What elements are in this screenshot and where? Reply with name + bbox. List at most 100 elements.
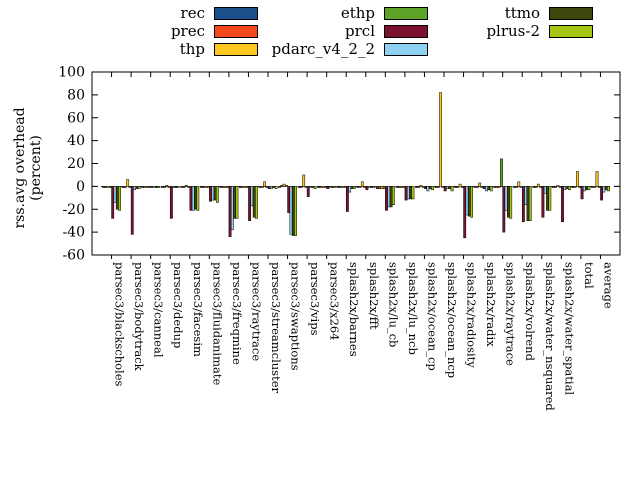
bar-pdarc_v4_2_2: [543, 186, 547, 194]
bar-thp: [321, 186, 325, 188]
bar-thp: [478, 182, 482, 187]
bar-plrus-2: [118, 186, 122, 211]
x-tick-label: average: [601, 262, 615, 309]
bar-pdarc_v4_2_2: [348, 186, 352, 193]
bar-prec: [221, 186, 225, 188]
bar-ethp: [343, 186, 347, 188]
bar-plrus-2: [157, 186, 161, 188]
bar-ttmo: [350, 186, 354, 189]
bar-thp: [576, 171, 579, 187]
bar-rec: [493, 186, 497, 188]
bar-pdarc_v4_2_2: [113, 186, 117, 203]
bar-rec: [238, 186, 242, 188]
x-tick-label: total: [582, 262, 596, 289]
bar-ethp: [558, 186, 562, 188]
bar-ttmo: [428, 186, 432, 189]
bar-prec: [397, 186, 401, 188]
bar-thp: [282, 183, 286, 187]
bar-ethp: [265, 186, 269, 188]
bar-thp: [204, 186, 208, 188]
bar-prcl: [306, 186, 310, 197]
bar-pdarc_v4_2_2: [465, 186, 469, 216]
bar-plrus-2: [528, 186, 532, 221]
bar-thp: [595, 171, 599, 187]
bar-ethp: [382, 186, 386, 189]
legend-item-pdarc_v4_2_2: pdarc_v4_2_2: [210, 40, 428, 58]
bar-ethp: [304, 186, 308, 188]
bar-thp: [263, 181, 266, 187]
bar-rec: [297, 186, 301, 188]
bar-ttmo: [272, 186, 276, 188]
bar-pdarc_v4_2_2: [602, 186, 606, 193]
bar-ttmo: [233, 186, 237, 219]
bar-pdarc_v4_2_2: [191, 186, 195, 211]
bar-ttmo: [546, 186, 549, 211]
bar-ttmo: [507, 186, 510, 218]
legend-label: prec: [170, 22, 205, 40]
bar-ttmo: [585, 186, 589, 191]
bar-prcl: [541, 186, 545, 218]
bar-ethp: [500, 158, 503, 187]
legend-swatch-prcl: [384, 24, 428, 38]
legend-item-rec: rec: [95, 4, 258, 22]
bar-ethp: [441, 186, 445, 188]
bar-pdarc_v4_2_2: [250, 186, 254, 207]
y-tick-label: 60: [67, 110, 85, 126]
bar-pdarc_v4_2_2: [426, 186, 430, 192]
bar-prec: [436, 186, 440, 188]
bar-ethp: [226, 186, 230, 188]
bar-ethp: [578, 186, 582, 188]
bar-prcl: [463, 186, 467, 239]
bar-pdarc_v4_2_2: [563, 186, 567, 191]
bar-plrus-2: [215, 186, 219, 203]
bar-pdarc_v4_2_2: [504, 186, 508, 211]
bar-pdarc_v4_2_2: [211, 186, 215, 201]
bar-rec: [141, 186, 145, 188]
x-tick-label: parsec3/blackscholes: [113, 262, 127, 387]
x-tick-label: splash2x/radix: [484, 262, 498, 347]
x-tick-label: parsec3/bodytrack: [132, 262, 146, 372]
bar-prcl: [248, 186, 251, 221]
bar-prcl: [189, 186, 193, 211]
bar-thp: [458, 183, 462, 187]
bar-prec: [378, 186, 381, 189]
bar-plrus-2: [372, 186, 376, 188]
x-tick-label: parsec3/streamcluster: [269, 262, 283, 393]
bar-pdarc_v4_2_2: [289, 186, 293, 235]
legend-item-plrus-2: plrus-2: [400, 22, 593, 40]
legend-item-thp: thp: [95, 40, 258, 58]
x-tick-label: splash2x/radiosity: [465, 262, 479, 368]
bar-ethp: [539, 186, 543, 188]
bar-plrus-2: [274, 186, 278, 189]
bar-prec: [163, 186, 166, 188]
bar-rec: [434, 186, 438, 188]
bar-plrus-2: [294, 186, 298, 236]
bar-rec: [199, 186, 203, 188]
legend-item-ethp: ethp: [210, 4, 428, 22]
x-tick-label: splash2x/fft: [367, 262, 381, 330]
bar-prec: [241, 186, 245, 188]
bar-plrus-2: [196, 186, 200, 211]
bar-ttmo: [135, 186, 139, 189]
bar-pdarc_v4_2_2: [524, 186, 528, 205]
x-tick-label: splash2x/ocean_cp: [425, 262, 439, 371]
bar-thp: [400, 186, 403, 188]
bar-prcl: [482, 186, 486, 189]
bar-rec: [414, 186, 418, 188]
bar-pdarc_v4_2_2: [406, 186, 410, 200]
bar-thp: [184, 184, 188, 187]
bar-pdarc_v4_2_2: [270, 186, 273, 189]
bar-pdarc_v4_2_2: [328, 186, 332, 188]
x-tick-label: splash2x/ocean_ncp: [445, 262, 459, 378]
bar-pdarc_v4_2_2: [152, 186, 156, 188]
bar-rec: [551, 186, 555, 188]
bar-prcl: [385, 186, 388, 211]
bar-prcl: [209, 186, 212, 202]
legend-item-prcl: prcl: [210, 22, 428, 40]
x-tick-label: parsec3/dedup: [171, 262, 185, 348]
y-tick-label: -40: [62, 225, 85, 241]
x-tick-label: parsec3/x264: [328, 262, 342, 341]
bar-thp: [224, 186, 227, 188]
bar-rec: [473, 186, 477, 188]
bar-ethp: [206, 186, 210, 188]
